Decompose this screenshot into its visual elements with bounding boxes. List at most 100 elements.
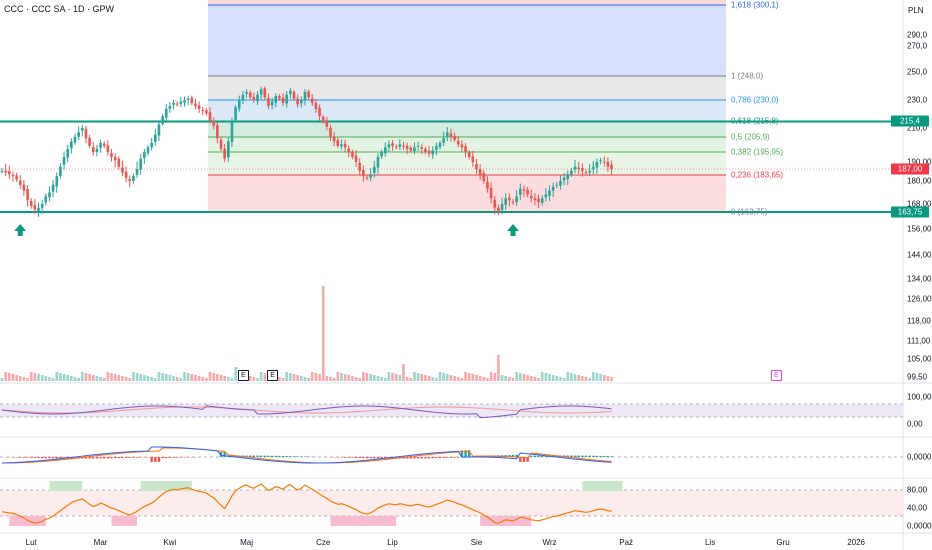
- fibonacci-retracement[interactable]: [208, 0, 726, 213]
- volume-bar: [190, 374, 194, 381]
- macd-histogram-bar: [92, 457, 95, 459]
- candle-body: [219, 139, 223, 149]
- volume-bar: [526, 375, 529, 381]
- volume-bar: [256, 378, 259, 381]
- volume-bar: [325, 376, 329, 381]
- macd-histogram-bar: [150, 457, 153, 463]
- macd-histogram-bar: [468, 450, 471, 457]
- price-tick-label: 180,00: [907, 176, 932, 186]
- volume-bar: [300, 376, 303, 381]
- volume-bar: [318, 374, 321, 381]
- volume-bar: [44, 376, 48, 381]
- volume-bar: [610, 377, 613, 381]
- earnings-marker[interactable]: E: [770, 370, 782, 381]
- volume-bar: [230, 378, 234, 381]
- fib-zone: [208, 100, 726, 121]
- macd-histogram-bar: [172, 457, 175, 458]
- volume-bar: [26, 378, 29, 381]
- candle-body: [420, 147, 424, 149]
- candle-body: [303, 92, 307, 101]
- candle-body: [248, 92, 252, 98]
- candle-body: [124, 171, 128, 178]
- volume-bar: [351, 376, 354, 381]
- macd-histogram-bar: [113, 457, 117, 459]
- macd-histogram-bar: [373, 457, 376, 459]
- volume-bar: [570, 373, 573, 381]
- fib-zone: [208, 175, 726, 212]
- macd-histogram-bar: [347, 457, 350, 458]
- volume-bar: [55, 372, 59, 381]
- candle-body: [519, 188, 522, 195]
- earnings-marker[interactable]: E: [267, 370, 279, 381]
- macd-histogram-bar: [278, 455, 281, 457]
- candle-body: [91, 147, 95, 152]
- macd-histogram-bar: [376, 457, 380, 459]
- candle-body: [329, 127, 332, 137]
- macd-histogram-bar: [566, 455, 569, 457]
- volume-bar: [471, 374, 475, 381]
- candle-body: [522, 189, 526, 191]
- volume-bar: [340, 373, 343, 381]
- candle-body: [515, 196, 518, 203]
- macd-histogram-bar: [584, 455, 588, 457]
- candle-body: [467, 152, 471, 157]
- macd-histogram-bar: [289, 456, 292, 457]
- candle-body: [478, 169, 482, 175]
- volume-bar: [438, 372, 442, 381]
- price-tick-label: 210,0: [907, 123, 928, 133]
- buy-arrow-1: [14, 224, 27, 236]
- volume-bar: [310, 372, 314, 381]
- candle-body: [197, 105, 201, 109]
- candle-body: [278, 96, 281, 99]
- volume-bar: [139, 374, 142, 381]
- macd-histogram-bar: [157, 457, 161, 462]
- candle-body: [230, 120, 234, 142]
- candle-body: [489, 187, 493, 199]
- macd-histogram-bar: [95, 457, 99, 459]
- candle-body: [482, 172, 486, 181]
- volume-bar: [314, 373, 318, 381]
- volume-bar: [29, 372, 33, 381]
- macd-histogram-bar: [362, 457, 365, 459]
- macd-histogram-bar: [453, 457, 456, 458]
- earnings-marker[interactable]: E: [237, 370, 249, 381]
- fib-zone: [208, 137, 726, 152]
- candle-body: [402, 145, 405, 147]
- candle-body: [77, 132, 80, 137]
- macd-histogram-bar: [457, 457, 460, 458]
- macd-histogram-bar: [135, 457, 139, 458]
- volume-bar: [8, 373, 11, 381]
- volume-bar: [529, 376, 533, 381]
- candle-body: [336, 140, 340, 146]
- volume-bar: [296, 375, 299, 381]
- volume-bar: [197, 376, 201, 381]
- volume-bar: [329, 377, 332, 381]
- rsi-band: [0, 404, 903, 417]
- candle-body: [37, 207, 40, 212]
- candle-body: [544, 194, 548, 198]
- volume-bar: [285, 372, 288, 381]
- macd-histogram-bar: [103, 457, 106, 459]
- volume-bar: [223, 376, 226, 381]
- macd-histogram-bar: [369, 457, 372, 459]
- macd-histogram-bar: [84, 457, 88, 459]
- time-tick-label: 2026: [847, 538, 865, 547]
- time-tick-label: Sie: [470, 538, 483, 547]
- stoch-overbought-zone: [140, 481, 192, 491]
- macd-histogram-bar: [592, 455, 595, 457]
- macd-histogram-bar: [37, 457, 40, 459]
- volume-bar: [113, 374, 117, 381]
- macd-histogram-bar: [117, 457, 120, 459]
- candle-body: [493, 199, 497, 208]
- horizontal-lines[interactable]: [0, 120, 903, 213]
- candle-body: [362, 170, 365, 177]
- macd-histogram-bar: [256, 455, 259, 457]
- candle-body: [373, 166, 376, 173]
- macd-histogram-bar: [124, 457, 128, 458]
- volume-bar: [431, 377, 434, 381]
- fib-zone: [208, 152, 726, 175]
- volume-bar: [37, 374, 40, 381]
- candle-body: [256, 94, 259, 102]
